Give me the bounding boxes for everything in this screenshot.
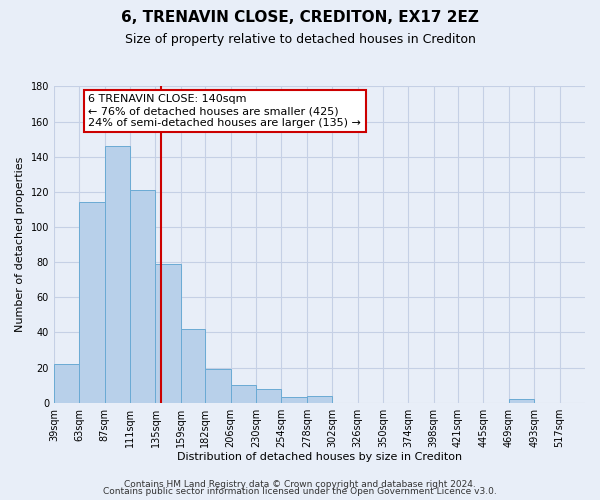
Text: Size of property relative to detached houses in Crediton: Size of property relative to detached ho… (125, 32, 475, 46)
Bar (181, 329, 205, 402)
Bar (79, 202, 104, 402)
Text: 6 TRENAVIN CLOSE: 140sqm
← 76% of detached houses are smaller (425)
24% of semi-: 6 TRENAVIN CLOSE: 140sqm ← 76% of detach… (88, 94, 361, 128)
Text: Contains HM Land Registry data © Crown copyright and database right 2024.: Contains HM Land Registry data © Crown c… (124, 480, 476, 489)
Bar (307, 396, 332, 402)
Bar (509, 399, 534, 402)
Bar (281, 398, 307, 402)
Bar (230, 385, 256, 402)
Bar (54, 364, 79, 403)
Y-axis label: Number of detached properties: Number of detached properties (15, 157, 25, 332)
Bar (104, 146, 130, 403)
X-axis label: Distribution of detached houses by size in Crediton: Distribution of detached houses by size … (177, 452, 462, 462)
Text: Contains public sector information licensed under the Open Government Licence v3: Contains public sector information licen… (103, 487, 497, 496)
Bar (155, 264, 181, 402)
Bar (130, 190, 155, 402)
Bar (256, 388, 281, 402)
Bar (205, 370, 230, 402)
Text: 6, TRENAVIN CLOSE, CREDITON, EX17 2EZ: 6, TRENAVIN CLOSE, CREDITON, EX17 2EZ (121, 10, 479, 25)
